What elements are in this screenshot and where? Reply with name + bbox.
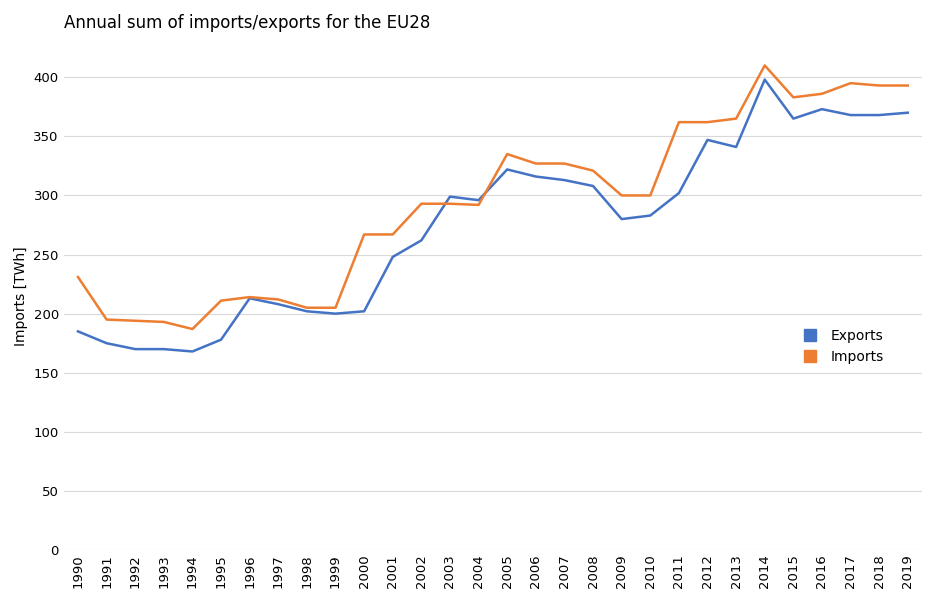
Exports [416,237,427,244]
Imports [473,201,484,208]
Imports [129,317,140,324]
Imports [187,326,198,333]
Imports [388,231,399,238]
Exports [559,176,570,184]
Imports [645,192,656,199]
Exports [101,340,112,347]
Imports [445,200,456,207]
Exports [759,76,770,83]
Imports [559,160,570,167]
Exports [301,308,313,315]
Imports [301,304,313,311]
Exports [502,166,513,173]
Exports [873,111,885,119]
Imports [158,318,169,326]
Text: Annual sum of imports/exports for the EU28: Annual sum of imports/exports for the EU… [64,14,430,32]
Imports [616,192,627,199]
Exports [358,308,370,315]
Line: Imports: Imports [78,66,908,329]
Imports [272,296,284,303]
Imports [845,79,856,87]
Exports [187,348,198,355]
Exports [473,197,484,204]
Imports [502,150,513,158]
Imports [329,304,341,311]
Exports [902,109,914,116]
Imports [530,160,541,167]
Imports [588,167,599,174]
Imports [72,273,83,281]
Imports [702,119,713,126]
Exports [730,143,741,150]
Imports [873,82,885,89]
Exports [158,346,169,353]
Imports [244,294,256,301]
Imports [215,297,227,304]
Exports [673,190,684,197]
Exports [244,294,256,302]
Y-axis label: Imports [TWh]: Imports [TWh] [14,246,28,346]
Exports [388,253,399,261]
Exports [329,310,341,317]
Exports [588,182,599,190]
Exports [845,111,856,119]
Exports [645,212,656,219]
Exports [129,346,140,353]
Exports [788,115,799,122]
Exports [616,216,627,223]
Exports [445,193,456,200]
Exports [215,336,227,343]
Imports [902,82,914,89]
Line: Exports: Exports [78,79,908,352]
Imports [730,115,741,122]
Exports [702,136,713,143]
Imports [101,316,112,323]
Exports [530,173,541,180]
Exports [816,105,827,113]
Imports [759,62,770,69]
Exports [72,327,83,335]
Imports [816,90,827,98]
Imports [788,94,799,101]
Exports [272,300,284,308]
Imports [416,200,427,207]
Imports [673,119,684,126]
Imports [358,231,370,238]
Legend: Exports, Imports: Exports, Imports [790,324,889,370]
